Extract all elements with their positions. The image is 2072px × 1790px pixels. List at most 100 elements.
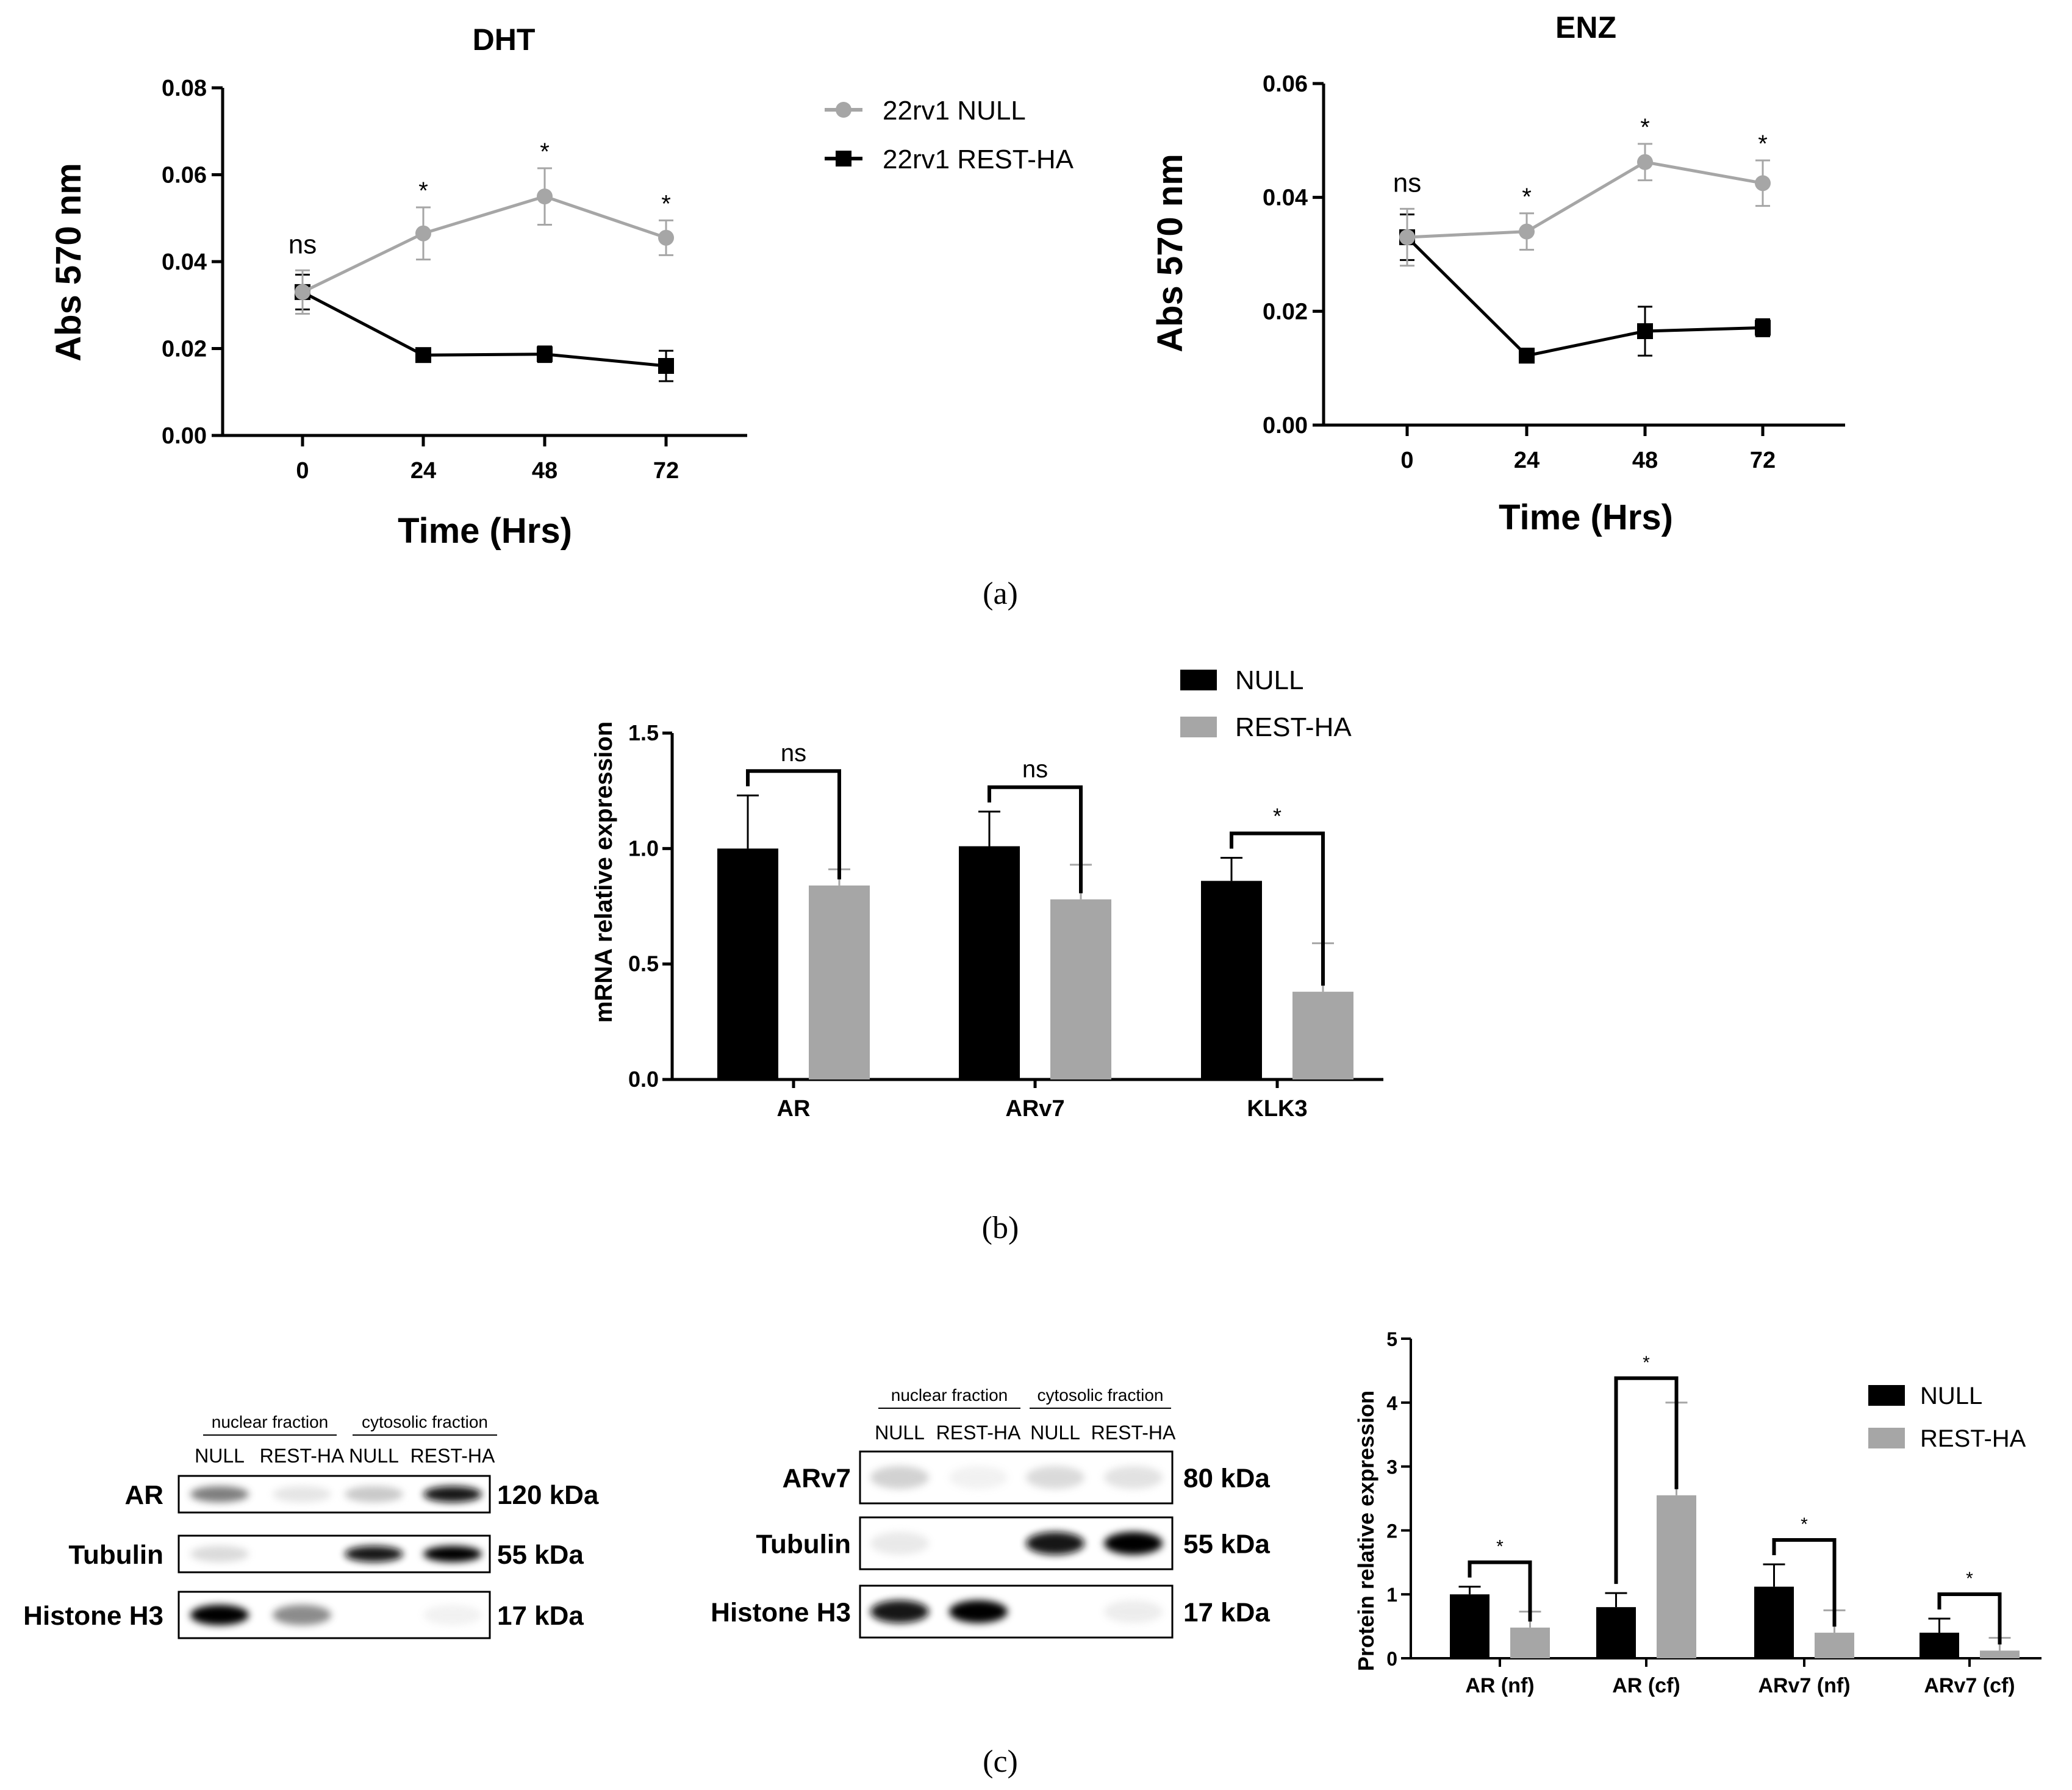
lane-label: NULL xyxy=(349,1445,399,1467)
y-tick-label: 0.06 xyxy=(1263,71,1308,97)
significance-bracket xyxy=(746,769,841,879)
legend-marker-rest xyxy=(836,151,851,166)
legend-a: 22rv1 NULL 22rv1 REST-HA xyxy=(825,96,1074,174)
data-point xyxy=(658,358,674,374)
x-tick-label: AR xyxy=(777,1096,811,1122)
protein-band xyxy=(273,1486,331,1503)
molecular-weight: 17 kDa xyxy=(497,1601,584,1631)
y-tick-label: 5 xyxy=(1386,1328,1397,1350)
y-tick-label: 0.04 xyxy=(162,249,207,275)
molecular-weight: 17 kDa xyxy=(1183,1598,1270,1628)
x-tick-label: ARv7 xyxy=(1005,1096,1064,1122)
lane-label: REST-HA xyxy=(936,1422,1021,1444)
x-tick-label: 48 xyxy=(532,458,557,484)
significance-label: * xyxy=(1801,1514,1808,1534)
data-point xyxy=(415,225,431,242)
legend-b: NULL REST-HA xyxy=(1180,665,1352,742)
y-tick-label: 0.04 xyxy=(1263,185,1308,211)
fraction-label: nuclear fraction xyxy=(212,1412,328,1431)
panel-label-c: (c) xyxy=(983,1744,1018,1779)
protein-band xyxy=(949,1466,1008,1489)
series-line-rest xyxy=(301,290,667,368)
significance-label: * xyxy=(540,138,550,165)
data-point xyxy=(1755,175,1771,192)
y-axis-label: mRNA relative expression xyxy=(590,721,617,1023)
molecular-weight: 120 kDa xyxy=(497,1480,599,1510)
significance-label: ns xyxy=(1022,756,1048,783)
y-tick-label: 0.06 xyxy=(162,163,207,188)
x-tick-label: 72 xyxy=(1750,448,1776,473)
y-tick-label: 0.02 xyxy=(1263,299,1308,324)
protein-band xyxy=(345,1545,403,1563)
protein-label: Tubulin xyxy=(68,1540,163,1570)
data-point xyxy=(415,347,431,363)
bar-null xyxy=(1920,1633,1959,1658)
x-tick-label: 48 xyxy=(1632,448,1658,473)
lane-label: REST-HA xyxy=(410,1445,495,1467)
lane-label: NULL xyxy=(195,1445,245,1467)
legend-label: NULL xyxy=(1235,665,1304,695)
y-tick-label: 0.0 xyxy=(628,1067,659,1092)
data-point xyxy=(1637,323,1653,339)
protein-band xyxy=(423,1605,482,1625)
legend-label: 22rv1 NULL xyxy=(883,96,1026,126)
western-blot-2: nuclear fraction cytosolic fraction NULL RE… xyxy=(711,1386,1270,1639)
significance-label: * xyxy=(1640,114,1650,141)
significance-label: ns xyxy=(1393,168,1421,198)
legend-label: NULL xyxy=(1920,1383,1982,1409)
molecular-weight: 55 kDa xyxy=(1183,1530,1270,1559)
bar-rest xyxy=(1657,1495,1696,1658)
series-line-rest xyxy=(1406,236,1763,357)
fraction-label: cytosolic fraction xyxy=(362,1412,488,1431)
protein-band xyxy=(423,1486,482,1503)
x-tick-label: 0 xyxy=(296,458,309,484)
chart-dht: DHT 0.00 0.02 0.04 0.06 0.08 0 24 48 72 ns * * * Tim… xyxy=(49,23,747,551)
series-line-null xyxy=(301,195,667,294)
series-line-null xyxy=(1407,160,1763,239)
data-point xyxy=(537,188,553,205)
x-tick-label: 72 xyxy=(653,458,679,484)
legend-swatch-null xyxy=(1868,1385,1905,1406)
protein-band xyxy=(1104,1531,1163,1555)
bar-null xyxy=(959,846,1020,1079)
significance-label: ns xyxy=(289,229,317,259)
protein-band xyxy=(190,1486,249,1503)
legend-c: NULL REST-HA xyxy=(1868,1383,2026,1452)
legend-label: REST-HA xyxy=(1235,712,1352,742)
lane-label: NULL xyxy=(1030,1422,1080,1444)
bar-rest xyxy=(1980,1650,2020,1658)
bar-null xyxy=(1596,1607,1636,1658)
x-tick-label: ARv7 (cf) xyxy=(1924,1674,2015,1697)
significance-label: * xyxy=(1496,1537,1504,1557)
bar-null xyxy=(1754,1586,1794,1658)
significance-label: * xyxy=(1522,184,1532,210)
protein-band xyxy=(870,1466,929,1489)
y-tick-label: 4 xyxy=(1386,1392,1397,1414)
protein-band xyxy=(190,1545,249,1563)
y-tick-label: 0.02 xyxy=(162,337,207,362)
fraction-label: nuclear fraction xyxy=(891,1386,1008,1405)
data-point xyxy=(295,284,310,300)
y-tick-label: 0.00 xyxy=(1263,413,1308,439)
bar-null xyxy=(1450,1594,1489,1658)
protein-band xyxy=(1026,1466,1084,1489)
bar-rest xyxy=(1050,899,1111,1079)
protein-label: Histone H3 xyxy=(23,1601,163,1631)
lane-label: REST-HA xyxy=(260,1445,345,1467)
protein-band xyxy=(273,1605,331,1625)
bar-rest xyxy=(1292,992,1353,1079)
y-tick-label: 2 xyxy=(1386,1520,1397,1542)
significance-bracket xyxy=(1772,1538,1837,1627)
protein-band xyxy=(1104,1466,1163,1489)
x-tick-label: ARv7 (nf) xyxy=(1758,1674,1850,1697)
y-tick-label: 0 xyxy=(1386,1648,1397,1670)
x-tick-label: KLK3 xyxy=(1247,1096,1307,1122)
x-tick-label: 24 xyxy=(1514,448,1540,473)
y-tick-label: 0.5 xyxy=(628,951,659,976)
molecular-weight: 80 kDa xyxy=(1183,1464,1270,1494)
legend-swatch-rest xyxy=(1868,1428,1905,1448)
x-axis-label: Time (Hrs) xyxy=(1499,498,1673,537)
y-tick-label: 1.5 xyxy=(628,720,659,745)
chart-title: ENZ xyxy=(1555,10,1616,45)
